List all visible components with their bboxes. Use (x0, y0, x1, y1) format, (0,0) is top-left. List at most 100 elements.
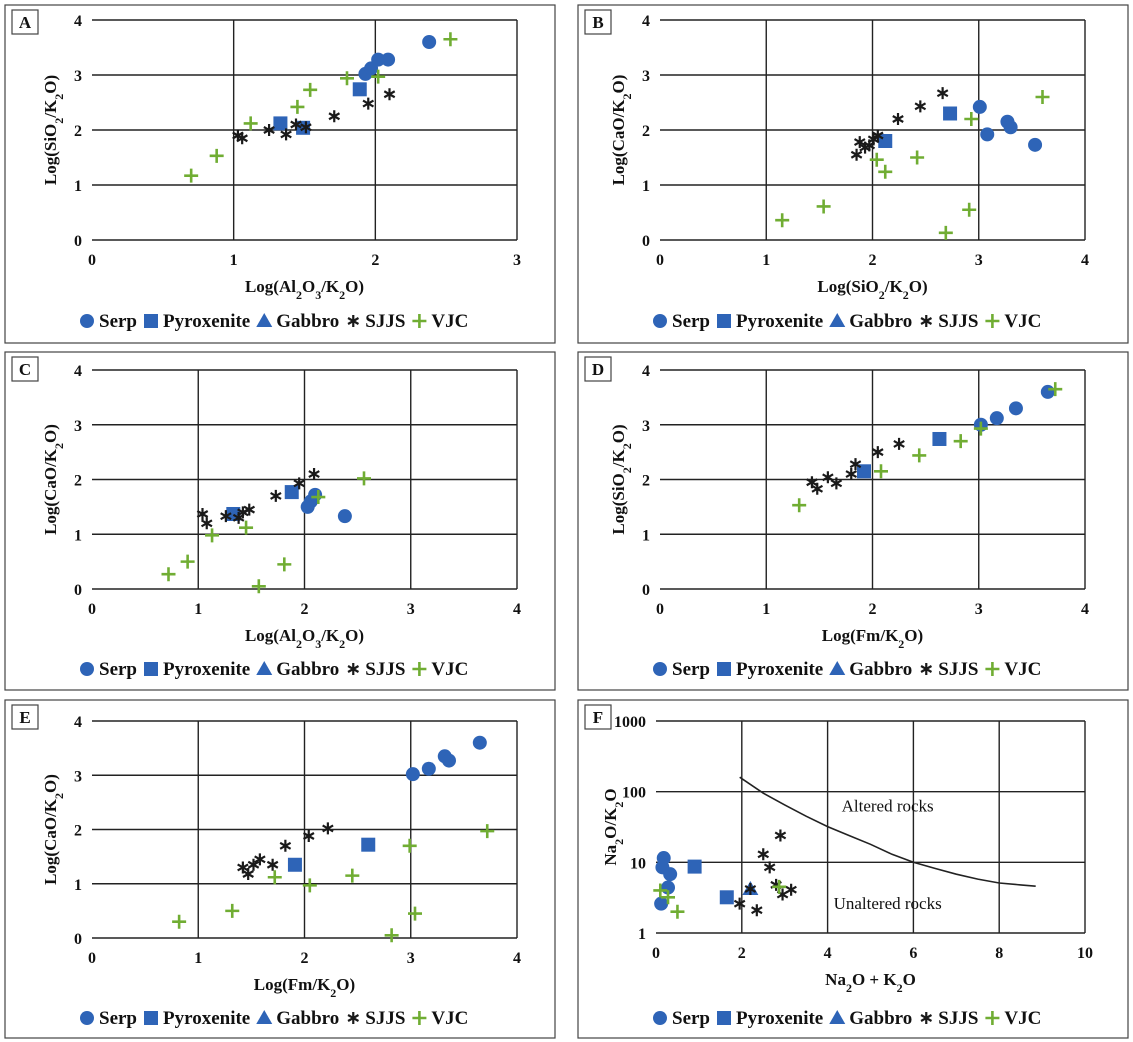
x-tick-label: 3 (513, 252, 521, 269)
point-vjc (938, 225, 953, 240)
point-vjc (816, 199, 831, 214)
point-sjjs (196, 507, 209, 520)
x-axis-label: Log(Al2O3/K2O) (245, 277, 364, 302)
legend-marker-serp (80, 1011, 94, 1025)
x-tick-label: 1 (194, 950, 202, 967)
series-pyroxenite (687, 859, 734, 905)
point-serp (1008, 401, 1023, 416)
legend-label-pyroxenite: Pyroxenite (163, 311, 250, 332)
point-vjc (161, 567, 176, 582)
point-sjjs (243, 503, 256, 516)
panel-d: D 0 1 2 3 4 0 1 2 3 4 Log(Fm/K2O) Log(SiO2/K2O) Serp P… (577, 351, 1129, 691)
legend-marker-sjjs (920, 1012, 933, 1024)
x-tick-label: 1 (762, 252, 770, 269)
x-tick-label: 4 (824, 945, 832, 962)
x-axis-label: Log(SiO2/K2O) (817, 277, 927, 302)
legend-label-pyroxenite: Pyroxenite (163, 659, 250, 680)
panel-frame (577, 351, 1129, 691)
point-sjjs (822, 471, 834, 484)
x-tick-label: 0 (88, 950, 96, 967)
legend-label-gabbro: Gabbro (276, 659, 339, 680)
legend-label-vjc: VJC (1004, 659, 1041, 680)
legend-label-serp: Serp (99, 1008, 137, 1029)
series-sjjs (806, 437, 905, 495)
x-tick-label: 2 (371, 252, 379, 269)
point-sjjs (845, 468, 858, 481)
point-sjjs (328, 110, 341, 123)
point-vjc (345, 868, 360, 883)
legend-label-pyroxenite: Pyroxenite (736, 1008, 823, 1029)
point-sjjs (280, 128, 292, 141)
legend-marker-sjjs (920, 315, 933, 327)
legend-marker-vjc (412, 1011, 427, 1025)
point-sjjs (751, 904, 763, 917)
panel-a: A 0 1 2 3 0 1 2 3 4 Log(Al2O3/K2O) Log(SiO2/K2O) Ser… (4, 4, 556, 344)
legend-marker-sjjs (347, 1012, 360, 1024)
legend-marker-vjc (985, 1011, 1000, 1025)
y-tick-label: 1 (74, 527, 82, 544)
point-serp (337, 509, 352, 524)
panel-label: F (593, 708, 603, 727)
legend-marker-gabbro (256, 313, 273, 327)
x-tick-label: 4 (1081, 252, 1089, 269)
point-pyroxenite (932, 431, 947, 446)
point-sjjs (293, 477, 305, 490)
y-tick-label: 4 (74, 13, 82, 30)
point-sjjs (266, 858, 279, 871)
y-tick-label: 2 (642, 123, 650, 140)
x-tick-label: 0 (656, 601, 664, 618)
series-vjc (161, 471, 371, 594)
point-sjjs (853, 136, 866, 149)
series-vjc (775, 90, 1050, 240)
panel-f: F 0 2 4 6 8 10 1 10 100 1000 Na2O + K2O Na2O/K2O Alte… (577, 699, 1129, 1039)
point-sjjs (279, 839, 292, 852)
panel-label-box (584, 704, 612, 730)
point-vjc (357, 471, 371, 486)
point-vjc (772, 879, 787, 894)
point-sjjs (200, 517, 213, 530)
grid (92, 369, 518, 590)
x-tick-label: 4 (513, 950, 521, 967)
legend-label-serp: Serp (672, 311, 710, 332)
point-vjc (209, 148, 224, 163)
point-sjjs (242, 867, 254, 880)
legend-marker-pyroxenite (717, 314, 731, 328)
point-sjjs (322, 822, 334, 835)
point-pyroxenite (687, 859, 702, 874)
point-vjc (205, 528, 220, 543)
y-tick-label: 100 (622, 785, 646, 802)
panel-label: D (592, 360, 604, 379)
point-serp (381, 52, 396, 67)
point-vjc (311, 490, 326, 505)
legend-label-gabbro: Gabbro (849, 659, 912, 680)
legend-label-pyroxenite: Pyroxenite (736, 311, 823, 332)
point-vjc (912, 448, 927, 463)
panel-frame (577, 4, 1129, 344)
point-serp (442, 753, 456, 768)
y-tick-label: 1 (638, 926, 646, 943)
point-sjjs (270, 489, 282, 502)
point-vjc (225, 903, 240, 918)
y-tick-label: 0 (74, 931, 82, 948)
y-tick-label: 0 (74, 582, 82, 599)
y-tick-label: 0 (74, 233, 82, 250)
legend-label-sjjs: SJJS (365, 659, 405, 680)
legend-label-vjc: VJC (1004, 1008, 1041, 1029)
x-tick-label: 3 (407, 601, 415, 618)
x-tick-label: 1 (762, 601, 770, 618)
legend: Serp Pyroxenite Gabbro SJJS VJC (80, 1008, 468, 1029)
grid (660, 369, 1086, 590)
legend-marker-serp (653, 314, 667, 328)
point-sjjs (302, 830, 315, 843)
legend-marker-serp (653, 662, 667, 676)
point-serp (663, 867, 678, 882)
point-vjc (878, 164, 893, 179)
point-sjjs (785, 883, 797, 896)
legend-label-gabbro: Gabbro (276, 1008, 339, 1029)
point-sjjs (362, 97, 375, 110)
x-tick-label: 8 (995, 945, 1003, 962)
legend-marker-vjc (412, 314, 427, 328)
x-tick-label: 3 (975, 252, 983, 269)
series-serp (972, 99, 1043, 152)
